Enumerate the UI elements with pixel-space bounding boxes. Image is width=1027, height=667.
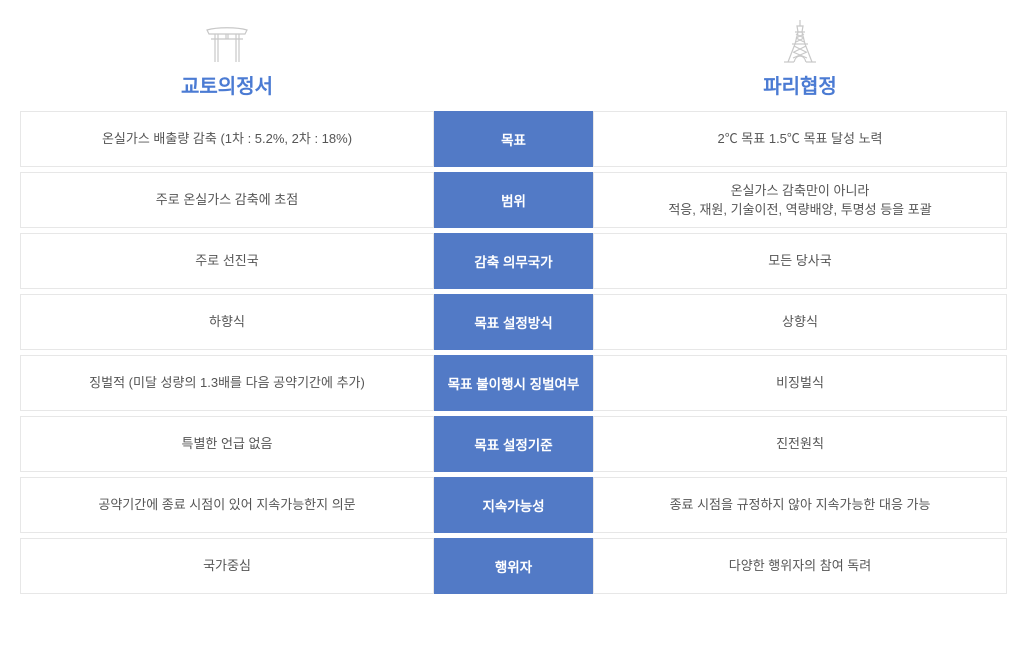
cell-right: 상향식 [593, 294, 1007, 350]
table-row: 공약기간에 종료 시점이 있어 지속가능한지 의문지속가능성종료 시점을 규정하… [20, 477, 1007, 533]
table-row: 특별한 언급 없음목표 설정기준진전원칙 [20, 416, 1007, 472]
cell-left: 온실가스 배출량 감축 (1차 : 5.2%, 2차 : 18%) [20, 111, 434, 167]
cell-category: 목표 설정기준 [434, 416, 593, 472]
cell-category: 범위 [434, 172, 593, 228]
table-row: 주로 선진국감축 의무국가모든 당사국 [20, 233, 1007, 289]
cell-category: 감축 의무국가 [434, 233, 593, 289]
table-row: 온실가스 배출량 감축 (1차 : 5.2%, 2차 : 18%)목표2℃ 목표… [20, 111, 1007, 167]
cell-left: 특별한 언급 없음 [20, 416, 434, 472]
header-row: 교토의정서 파리협정 [20, 20, 1007, 99]
cell-left: 공약기간에 종료 시점이 있어 지속가능한지 의문 [20, 477, 434, 533]
cell-right: 2℃ 목표 1.5℃ 목표 달성 노력 [593, 111, 1007, 167]
cell-right: 모든 당사국 [593, 233, 1007, 289]
cell-right: 다양한 행위자의 참여 독려 [593, 538, 1007, 594]
table-row: 주로 온실가스 감축에 초점범위온실가스 감축만이 아니라 적응, 재원, 기술… [20, 172, 1007, 228]
comparison-table: 교토의정서 파리협정 온실가스 [20, 20, 1007, 594]
table-row: 하향식목표 설정방식상향식 [20, 294, 1007, 350]
cell-left: 주로 선진국 [20, 233, 434, 289]
cell-category: 목표 [434, 111, 593, 167]
cell-category: 지속가능성 [434, 477, 593, 533]
header-left: 교토의정서 [20, 24, 434, 99]
cell-left: 하향식 [20, 294, 434, 350]
cell-category: 목표 설정방식 [434, 294, 593, 350]
right-title: 파리협정 [763, 70, 837, 99]
cell-right: 비징벌식 [593, 355, 1007, 411]
header-right: 파리협정 [593, 20, 1007, 99]
cell-right: 진전원칙 [593, 416, 1007, 472]
torii-gate-icon [205, 24, 249, 64]
left-title: 교토의정서 [181, 70, 273, 99]
cell-left: 징벌적 (미달 성량의 1.3배를 다음 공약기간에 추가) [20, 355, 434, 411]
cell-category: 목표 불이행시 징벌여부 [434, 355, 593, 411]
table-row: 징벌적 (미달 성량의 1.3배를 다음 공약기간에 추가)목표 불이행시 징벌… [20, 355, 1007, 411]
cell-category: 행위자 [434, 538, 593, 594]
table-row: 국가중심행위자다양한 행위자의 참여 독려 [20, 538, 1007, 594]
cell-left: 국가중심 [20, 538, 434, 594]
cell-right: 종료 시점을 규정하지 않아 지속가능한 대응 가능 [593, 477, 1007, 533]
rows-container: 온실가스 배출량 감축 (1차 : 5.2%, 2차 : 18%)목표2℃ 목표… [20, 111, 1007, 594]
cell-left: 주로 온실가스 감축에 초점 [20, 172, 434, 228]
eiffel-tower-icon [782, 20, 818, 64]
cell-right: 온실가스 감축만이 아니라 적응, 재원, 기술이전, 역량배양, 투명성 등을… [593, 172, 1007, 228]
